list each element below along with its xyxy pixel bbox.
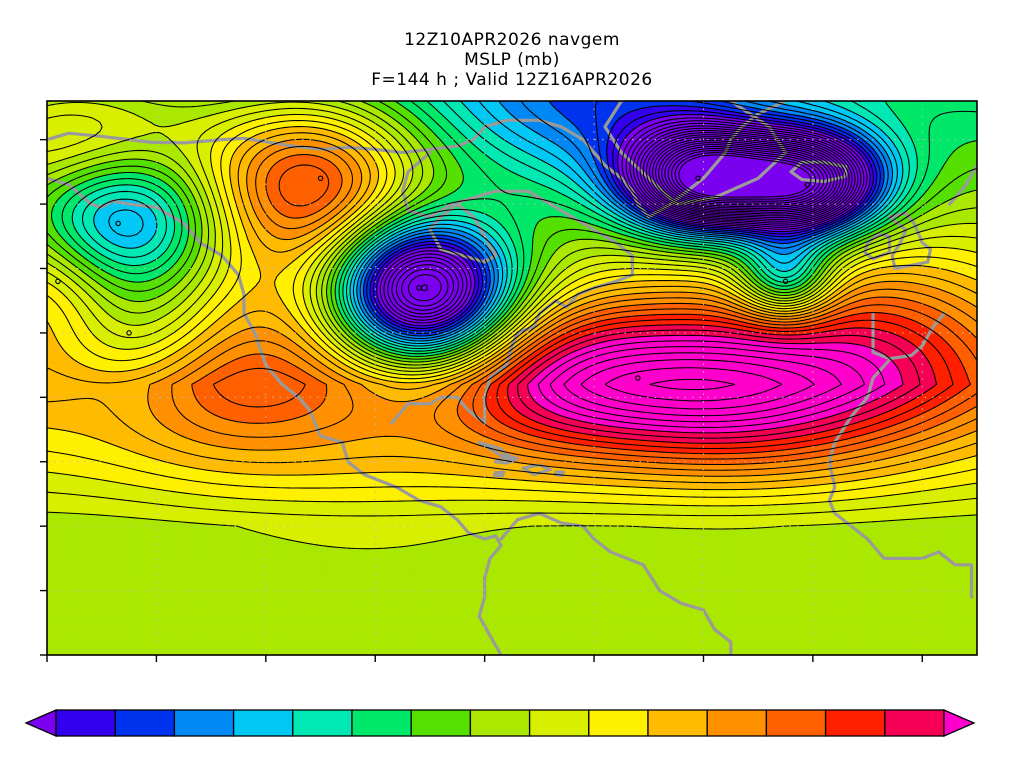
colorbar-segment-1036-1040 — [884, 709, 945, 737]
colorbar-segment-1028-1032 — [765, 709, 827, 737]
coastline-path — [47, 101, 977, 655]
colorbar-segment-1032-1036 — [824, 709, 886, 737]
colorbar-segment-1004-1008 — [410, 709, 472, 737]
colorbar-segment-992-996 — [232, 709, 294, 737]
colorbar-segment-980-984 — [55, 709, 116, 737]
chart-title-block: 12Z10APR2026 navgem MSLP (mb) F=144 h ; … — [0, 30, 1024, 90]
low-pressure-center-1 — [126, 330, 132, 336]
high-pressure-center-2 — [317, 175, 324, 182]
colorbar-over-arrow — [943, 709, 976, 737]
axis-ticks — [40, 138, 923, 662]
colorbar-segment-1008-1012 — [469, 709, 531, 737]
isobar-lines — [47, 101, 977, 550]
lat-lon-gridlines — [47, 101, 977, 655]
colorbar-under-arrow — [24, 709, 57, 737]
colorbar-segment-1016-1020 — [588, 709, 649, 737]
colorbar — [24, 709, 976, 737]
fill-band-9 — [47, 101, 977, 549]
low-pressure-center-6 — [782, 278, 789, 285]
pressure-centers — [55, 175, 811, 381]
high-pressure-center-9 — [55, 278, 61, 285]
low-pressure-center-0 — [115, 220, 121, 227]
title-line-valid: F=144 h ; Valid 12Z16APR2026 — [371, 70, 653, 90]
mslp-color-fill — [47, 101, 977, 655]
colorbar-segment-996-1000 — [292, 709, 353, 737]
colorbar-segment-1020-1024 — [647, 709, 708, 737]
colorbar-segment-988-992 — [173, 709, 235, 737]
high-pressure-center-7 — [635, 375, 641, 381]
low-pressure-center-4 — [695, 175, 701, 182]
colorbar-segment-1000-1004 — [351, 709, 412, 737]
isobar-contours — [47, 101, 977, 550]
colorbar-segment-1012-1016 — [528, 709, 590, 737]
colorbar-segment-984-988 — [114, 709, 176, 737]
title-line-variable: MSLP (mb) — [464, 50, 560, 70]
coastlines — [47, 101, 977, 655]
low-pressure-center-3 — [416, 285, 422, 291]
colorbar-segment-1024-1028 — [706, 709, 768, 737]
title-line-model: 12Z10APR2026 navgem — [404, 30, 620, 50]
low-pressure-center-5 — [804, 181, 811, 188]
plot-frame — [46, 100, 978, 656]
